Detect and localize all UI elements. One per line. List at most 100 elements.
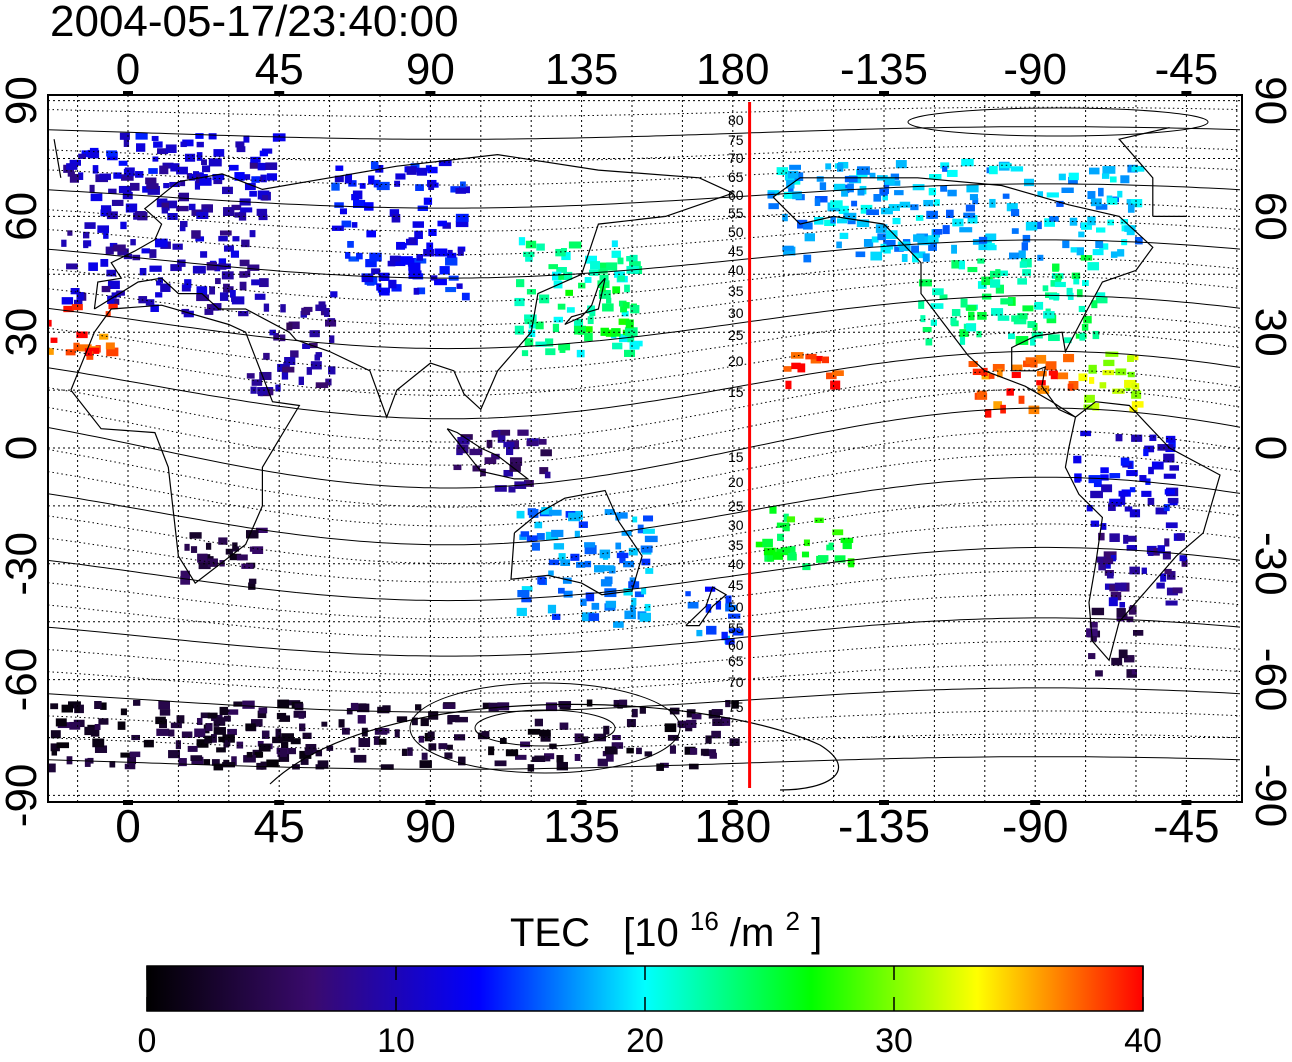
tec-cell [315, 304, 327, 312]
tec-cell [369, 252, 382, 262]
tec-cell [1037, 191, 1044, 197]
tec-cell [411, 717, 418, 726]
tec-cell [814, 517, 824, 523]
tec-cell [526, 440, 539, 446]
tec-cell [1055, 274, 1062, 281]
tec-cell [92, 738, 105, 748]
tec-cell [1144, 445, 1155, 453]
tec-cell [208, 158, 222, 167]
tec-cell [371, 268, 381, 275]
tec-cell [873, 194, 882, 202]
tec-cell [458, 756, 466, 766]
tec-cell [640, 545, 653, 553]
tec-cell [535, 341, 547, 347]
tec-cell [988, 165, 998, 175]
tec-cell [1147, 547, 1154, 556]
contour-label: 60 [728, 637, 744, 653]
tec-cell [1132, 629, 1144, 636]
magnetic-contour [48, 350, 1241, 420]
tec-cell [190, 755, 203, 761]
tec-cell [393, 259, 406, 267]
tec-cell [559, 722, 569, 730]
tec-cell [1089, 377, 1095, 384]
tec-cell [619, 554, 626, 564]
tec-cell [946, 209, 954, 219]
tec-cell [1119, 601, 1126, 608]
tec-cell [976, 330, 982, 338]
tec-cell [497, 435, 506, 443]
tec-cell [246, 751, 253, 758]
tec-cell [141, 248, 150, 254]
tec-cell [259, 150, 269, 157]
tec-cell [233, 701, 243, 707]
tec-cell [258, 707, 268, 714]
tec-cell [184, 543, 190, 551]
tec-cell [214, 263, 221, 272]
tec-cell [341, 220, 352, 228]
tec-cell [87, 347, 100, 354]
tec-cell [330, 291, 338, 298]
tec-cell [107, 295, 115, 304]
right-latitude-axis: 90 60 30 0 -30 -60 -90 [1246, 76, 1292, 827]
tec-cell [334, 175, 344, 183]
tec-cell [281, 741, 289, 751]
tec-cell [1068, 176, 1078, 185]
tec-cell [388, 279, 397, 289]
tec-cell [376, 283, 382, 291]
tec-cell [1126, 545, 1138, 551]
tec-cell [1008, 252, 1019, 260]
tec-cell [1081, 323, 1089, 331]
tec-cell [455, 220, 469, 228]
tec-cell [205, 723, 213, 732]
tec-cell [605, 600, 617, 608]
tec-cell [1090, 198, 1102, 207]
tec-cell [69, 721, 81, 730]
magnetic-contour [48, 687, 1241, 713]
tec-cell [791, 362, 801, 370]
tec-cell [148, 168, 158, 174]
tec-cell [1069, 217, 1078, 226]
tec-cell [918, 300, 925, 309]
tec-cell [119, 132, 130, 140]
tec-cell [508, 486, 516, 493]
tec-cell [248, 578, 257, 584]
tec-cell [1067, 383, 1074, 391]
tec-cell [124, 167, 135, 177]
tec-cell [361, 274, 374, 283]
tec-cell [767, 192, 775, 199]
tec-cell [715, 600, 722, 610]
tec-cell [1019, 261, 1027, 268]
tec-cell [920, 315, 926, 323]
tec-cell [535, 321, 544, 330]
magnetic-contour [48, 546, 1241, 602]
tec-cell [285, 748, 297, 755]
tec-cell [280, 304, 286, 313]
tec-cell [514, 297, 525, 307]
tec-cell [810, 357, 822, 364]
frame-tick [727, 91, 738, 96]
tec-cell [1088, 167, 1100, 175]
tec-cell [863, 239, 874, 247]
tec-cell [231, 756, 237, 766]
bottom-lon-tick-label: -45 [1153, 800, 1219, 852]
coastline [510, 489, 643, 596]
tec-cell [783, 366, 792, 372]
tec-cell [599, 274, 609, 283]
tec-cell [1123, 655, 1135, 663]
tec-cell [145, 299, 155, 306]
tec-cell [972, 368, 984, 376]
tec-cell [1000, 298, 1013, 305]
tec-cell [1096, 556, 1107, 563]
tec-cell [229, 289, 236, 298]
tec-cell [1108, 503, 1116, 511]
tec-cell [1128, 606, 1137, 615]
tec-cell [50, 730, 61, 739]
tec-cell [350, 702, 359, 711]
tec-cell [359, 183, 366, 189]
left-lat-tick-label: -90 [0, 764, 46, 828]
tec-cell [705, 735, 712, 744]
tec-cell [602, 303, 614, 312]
tec-cell [516, 510, 525, 519]
tec-cell [353, 754, 367, 763]
